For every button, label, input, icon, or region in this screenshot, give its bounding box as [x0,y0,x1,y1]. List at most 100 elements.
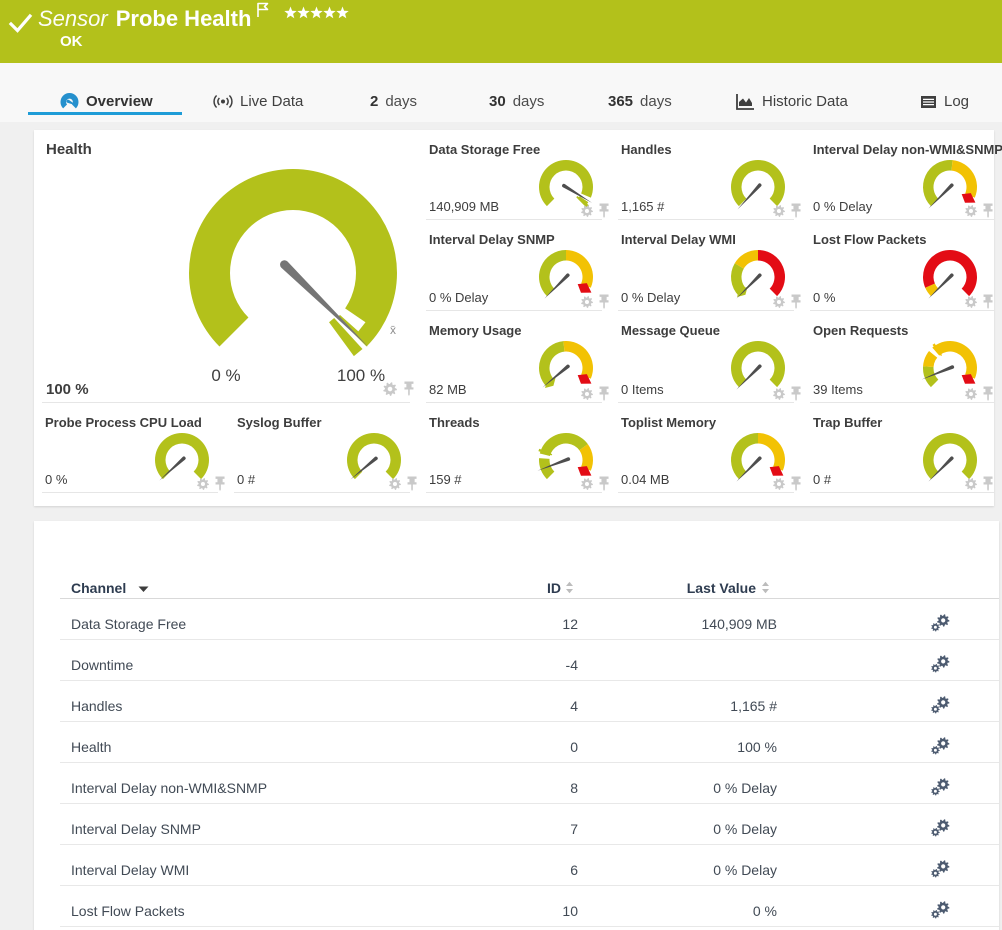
gear-icon[interactable] [772,387,786,401]
pin-icon[interactable] [982,203,994,218]
channel-settings-icon[interactable] [930,736,952,756]
priority-stars[interactable] [284,6,350,19]
gauge-tile-message-queue: Message Queue 0 Items [610,311,802,403]
gear-icon[interactable] [580,204,594,218]
pin-icon[interactable] [790,386,802,401]
channel-name-cell[interactable]: Interval Delay WMI [71,862,190,878]
channel-name-cell[interactable]: Interval Delay SNMP [71,821,201,837]
tile-actions [580,386,610,401]
pin-icon[interactable] [406,476,418,491]
gauge [923,250,977,299]
table-row-separator [60,926,999,927]
tab-live-data[interactable]: Live Data [213,81,303,122]
gear-icon[interactable] [964,477,978,491]
gauge [923,433,977,482]
channel-id-cell: 0 [570,739,578,755]
channel-settings-icon[interactable] [930,695,952,715]
column-header-last-value[interactable]: Last Value [686,580,756,596]
gauge-tile-handles: Handles 1,165 # [610,130,802,220]
gauge-value: 1,165 # [621,199,665,214]
sort-desc-icon[interactable] [138,585,149,593]
flag-icon [257,2,269,17]
star-icon [323,6,337,18]
gear-icon[interactable] [580,387,594,401]
sort-toggle-icon[interactable] [565,581,574,595]
pin-icon[interactable] [982,386,994,401]
tab-log[interactable]: Log [920,81,969,122]
gear-icon[interactable] [772,204,786,218]
gauge-title: Lost Flow Packets [813,232,927,247]
gauge-value: 0 % Delay [429,290,489,305]
table-row-separator [60,762,999,763]
channel-settings-icon[interactable] [930,613,952,633]
channel-settings-icon[interactable] [930,654,952,674]
gear-icon[interactable] [964,204,978,218]
tab-overview[interactable]: Overview [60,81,153,122]
pin-icon[interactable] [598,203,610,218]
gauge-title: Toplist Memory [621,415,717,430]
pin-icon[interactable] [402,380,416,397]
gauge-title: Health [46,141,92,158]
gear-icon[interactable] [964,387,978,401]
pin-icon[interactable] [982,294,994,309]
tab-30-days[interactable]: 30 days [489,81,544,122]
gear-icon[interactable] [772,477,786,491]
gauge [537,433,593,480]
channel-settings-icon[interactable] [930,818,952,838]
channel-name-cell[interactable]: Handles [71,698,123,714]
channel-last-value-cell: 0 % Delay [713,780,777,796]
channel-settings-icon[interactable] [930,900,952,920]
sensor-header: Sensor Probe Health OK [0,0,1002,63]
tab-historic-data[interactable]: Historic Data [736,81,848,122]
channel-settings-icon[interactable] [930,859,952,879]
tab-365-days[interactable]: 365 days [608,81,672,122]
pin-icon[interactable] [214,476,226,491]
tile-actions [388,476,418,491]
column-header-id[interactable]: ID [547,580,561,596]
gauge-title: Interval Delay non-WMI&SNMP [813,142,1002,157]
tile-separator [426,219,602,220]
channel-settings-icon[interactable] [930,777,952,797]
pin-icon[interactable] [598,386,610,401]
gauge-value: 0 % Delay [621,290,681,305]
gauge-title: Data Storage Free [429,142,541,157]
tile-separator [426,492,602,493]
gauge-value: 0 Items [621,382,664,397]
gauge-tile-lost-flow-packets: Lost Flow Packets 0 % [802,220,994,311]
pin-icon[interactable] [790,203,802,218]
gear-icon[interactable] [964,295,978,309]
gauge-title: Message Queue [621,323,720,338]
channel-name-cell[interactable]: Data Storage Free [71,616,187,632]
tab-2-days[interactable]: 2 days [370,81,417,122]
gear-icon[interactable] [382,381,398,397]
tile-separator [42,402,410,403]
gauge [347,433,401,480]
gauge-value: 82 MB [429,382,467,397]
gauge-title: Probe Process CPU Load [45,415,202,430]
gauge-tile-interval-delay-non-wmi-snmp: Interval Delay non-WMI&SNMP 0 % Delay [802,130,1002,220]
channel-last-value-cell: 140,909 MB [701,616,778,632]
pin-icon[interactable] [790,476,802,491]
sort-toggle-icon[interactable] [761,581,770,595]
table-row-separator [60,844,999,845]
tile-separator [810,492,994,493]
gear-icon[interactable] [196,477,210,491]
gauge [731,433,785,482]
pin-icon[interactable] [982,476,994,491]
pin-icon[interactable] [598,294,610,309]
gauge-tile-health: Health x̄ 0 % 100 % 100 % [34,130,418,403]
gear-icon[interactable] [580,295,594,309]
channel-name-cell[interactable]: Lost Flow Packets [71,903,185,919]
gear-icon[interactable] [580,477,594,491]
channel-name-cell[interactable]: Health [71,739,112,755]
pin-icon[interactable] [598,476,610,491]
column-header-channel[interactable]: Channel [71,580,127,596]
gauge-max-label: 100 % [336,366,386,385]
pin-icon[interactable] [790,294,802,309]
gear-icon[interactable] [388,477,402,491]
tile-actions [964,294,994,309]
gear-icon[interactable] [772,295,786,309]
channel-name-cell[interactable]: Downtime [71,657,134,673]
channel-name-cell[interactable]: Interval Delay non-WMI&SNMP [71,780,268,796]
flag-icon[interactable] [256,2,270,23]
